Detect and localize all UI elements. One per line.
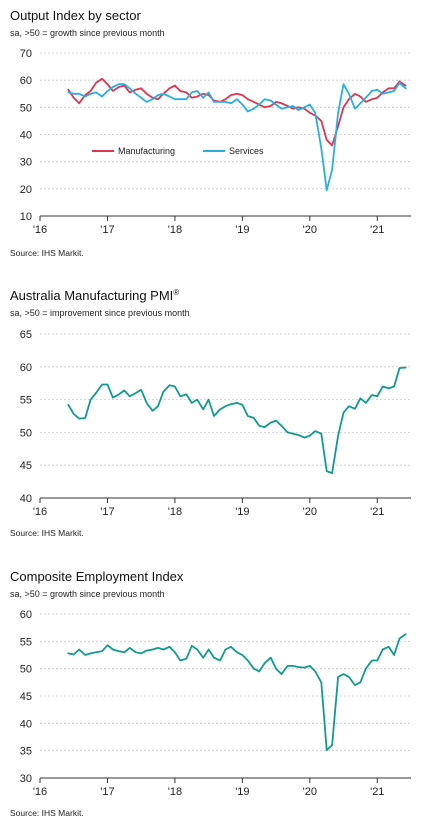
legend-label: Manufacturing	[118, 146, 175, 156]
y-tick-label: 30	[20, 773, 32, 785]
y-tick-label: 70	[20, 48, 32, 60]
chart-panel-1: Output Index by sector sa, >50 = growth s…	[10, 8, 411, 258]
chart-subtitle: sa, >50 = improvement since previous mon…	[10, 308, 190, 318]
x-tick-label: '21	[370, 506, 384, 518]
y-tick-label: 50	[20, 102, 32, 114]
y-tick-label: 45	[20, 460, 32, 472]
x-tick-label: '18	[168, 506, 182, 518]
series-line-services	[67, 82, 407, 192]
y-tick-label: 65	[20, 329, 32, 341]
x-tick-label: '16	[33, 786, 47, 798]
x-tick-label: '19	[235, 786, 249, 798]
y-tick-label: 50	[20, 427, 32, 439]
chart-source: Source: IHS Markit.	[10, 808, 84, 818]
y-tick-label: 35	[20, 746, 32, 758]
chart-subtitle: sa, >50 = growth since previous month	[10, 28, 165, 38]
chart-panel-2: Australia Manufacturing PMI® sa, >50 = im…	[10, 288, 411, 538]
chart-source: Source: IHS Markit.	[10, 248, 84, 258]
chart-title: Composite Employment Index	[10, 569, 184, 584]
x-tick-label: '18	[168, 786, 182, 798]
x-tick-label: '19	[235, 224, 249, 236]
x-tick-label: '16	[33, 224, 47, 236]
x-tick-label: '21	[370, 224, 384, 236]
y-tick-label: 60	[20, 362, 32, 374]
x-tick-label: '20	[303, 224, 317, 236]
x-tick-label: '20	[303, 506, 317, 518]
y-tick-label: 10	[20, 211, 32, 223]
chart-title: Output Index by sector	[10, 8, 141, 23]
chart-title-superscript: ®	[173, 288, 179, 297]
x-tick-label: '20	[303, 786, 317, 798]
x-tick-label: '21	[370, 786, 384, 798]
y-tick-label: 50	[20, 664, 32, 676]
chart-subtitle: sa, >50 = growth since previous month	[10, 589, 165, 599]
chart-panel-3: Composite Employment Index sa, >50 = grow…	[10, 569, 411, 818]
x-tick-label: '17	[100, 506, 114, 518]
chart-title: Australia Manufacturing PMI®	[10, 288, 179, 303]
x-tick-label: '17	[100, 786, 114, 798]
y-tick-label: 40	[20, 493, 32, 505]
series-line-manufacturing	[67, 77, 407, 147]
chart-source: Source: IHS Markit.	[10, 528, 84, 538]
y-tick-label: 40	[20, 718, 32, 730]
y-tick-label: 60	[20, 75, 32, 87]
y-tick-label: 40	[20, 130, 32, 142]
y-tick-label: 55	[20, 395, 32, 407]
y-tick-label: 60	[20, 609, 32, 621]
x-tick-label: '16	[33, 506, 47, 518]
series-line-1	[67, 366, 407, 474]
x-tick-label: '18	[168, 224, 182, 236]
y-tick-label: 55	[20, 636, 32, 648]
y-tick-label: 20	[20, 184, 32, 196]
series-line-1	[67, 633, 407, 751]
legend-label: Services	[229, 146, 264, 156]
y-tick-label: 45	[20, 691, 32, 703]
x-tick-label: '19	[235, 506, 249, 518]
y-tick-label: 30	[20, 157, 32, 169]
x-tick-label: '17	[100, 224, 114, 236]
